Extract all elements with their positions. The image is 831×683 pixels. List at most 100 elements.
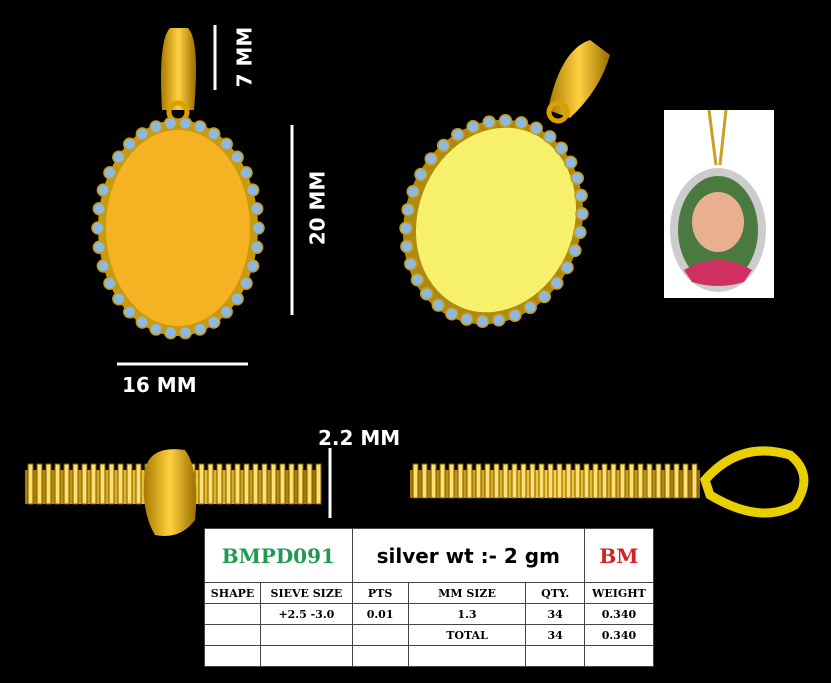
cell bbox=[525, 645, 585, 667]
stone bbox=[245, 259, 260, 273]
stone bbox=[92, 201, 107, 216]
prong bbox=[511, 463, 518, 499]
prong bbox=[198, 463, 205, 505]
prong bbox=[475, 463, 482, 499]
stone bbox=[135, 127, 150, 141]
prong bbox=[637, 463, 644, 499]
prong bbox=[72, 463, 79, 505]
prong bbox=[135, 463, 142, 505]
prong bbox=[297, 463, 304, 505]
stone bbox=[492, 313, 506, 327]
prong bbox=[108, 463, 115, 505]
prong bbox=[538, 463, 545, 499]
front-view-pendant bbox=[91, 28, 265, 340]
prong bbox=[655, 463, 662, 499]
side-view-left bbox=[25, 449, 322, 536]
stone bbox=[103, 276, 117, 291]
brand: BM bbox=[583, 528, 655, 583]
stone bbox=[112, 291, 126, 306]
stone bbox=[193, 120, 207, 134]
prong bbox=[421, 463, 428, 499]
stone bbox=[498, 114, 513, 128]
stone bbox=[206, 127, 221, 141]
stone bbox=[399, 221, 413, 235]
prong bbox=[279, 463, 286, 505]
prong bbox=[628, 463, 635, 499]
prong bbox=[225, 463, 232, 505]
stone bbox=[459, 312, 474, 326]
stone bbox=[230, 291, 244, 306]
stone bbox=[523, 300, 537, 315]
stone bbox=[401, 202, 415, 217]
header-cell: SHAPE bbox=[203, 582, 262, 604]
stone bbox=[537, 289, 552, 304]
prong bbox=[484, 463, 491, 499]
cell bbox=[407, 645, 527, 667]
stone bbox=[103, 165, 117, 180]
stone bbox=[445, 306, 459, 321]
prong bbox=[207, 463, 214, 505]
prong bbox=[261, 463, 268, 505]
prong bbox=[601, 463, 608, 499]
cell: +2.5 -3.0 bbox=[260, 603, 353, 625]
prong bbox=[547, 463, 554, 499]
cell bbox=[260, 645, 353, 667]
product-code: BMPD091 bbox=[204, 528, 353, 583]
stone bbox=[575, 207, 589, 221]
header-cell: SIEVE SIZE bbox=[260, 582, 353, 604]
width-label: 16 MM bbox=[122, 373, 197, 397]
side-view-right bbox=[410, 446, 809, 518]
table-row: TOTAL 34 0.340 bbox=[203, 624, 655, 646]
stone bbox=[230, 150, 244, 165]
prong bbox=[306, 463, 313, 505]
stone bbox=[431, 298, 446, 312]
cell bbox=[351, 624, 409, 646]
prong bbox=[691, 463, 698, 499]
stone bbox=[251, 221, 265, 235]
prong bbox=[457, 463, 464, 499]
cell: 0.01 bbox=[351, 603, 409, 625]
prong bbox=[529, 463, 536, 499]
stone bbox=[573, 225, 587, 240]
perspective-face bbox=[415, 127, 577, 313]
stone bbox=[239, 276, 253, 291]
cell: TOTAL bbox=[407, 624, 527, 646]
stone bbox=[135, 315, 150, 329]
table-header-row: SHAPE SIEVE SIZE PTS MM SIZE QTY. WEIGHT bbox=[203, 582, 655, 604]
prong bbox=[234, 463, 241, 505]
prong bbox=[592, 463, 599, 499]
stone bbox=[178, 325, 193, 340]
stone bbox=[400, 239, 414, 254]
stone bbox=[475, 314, 490, 328]
prong bbox=[54, 463, 61, 505]
stone bbox=[508, 308, 522, 322]
cell bbox=[351, 645, 409, 667]
prong bbox=[36, 463, 43, 505]
stone bbox=[219, 305, 233, 319]
stone bbox=[239, 165, 253, 180]
stone bbox=[560, 260, 574, 275]
stone bbox=[112, 150, 126, 165]
prong bbox=[252, 463, 259, 505]
prong bbox=[574, 463, 581, 499]
spec-table: BMPD091 silver wt :- 2 gm BM SHAPE SIEVE… bbox=[203, 528, 655, 667]
prong bbox=[556, 463, 563, 499]
prong bbox=[81, 463, 88, 505]
prong bbox=[117, 463, 124, 505]
stone bbox=[406, 184, 420, 199]
prong bbox=[126, 463, 133, 505]
prong bbox=[412, 463, 419, 499]
silver-weight: silver wt :- 2 gm bbox=[351, 528, 585, 583]
prong bbox=[583, 463, 590, 499]
prong bbox=[466, 463, 473, 499]
stone bbox=[563, 155, 578, 169]
prong bbox=[45, 463, 52, 505]
stone bbox=[568, 243, 582, 258]
stone bbox=[163, 116, 178, 131]
stone bbox=[249, 240, 264, 255]
header-cell: WEIGHT bbox=[583, 582, 655, 604]
header-cell: MM SIZE bbox=[407, 582, 527, 604]
height-label: 20 MM bbox=[305, 170, 330, 246]
prong bbox=[502, 463, 509, 499]
